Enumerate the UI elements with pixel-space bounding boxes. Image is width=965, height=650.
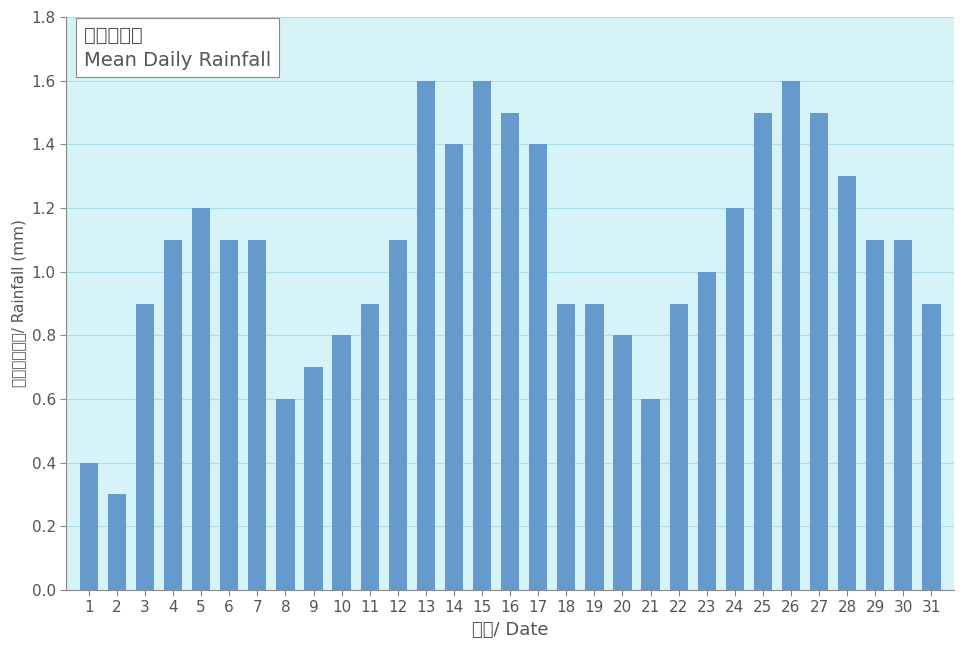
Bar: [557, 304, 575, 590]
Bar: [108, 495, 126, 590]
X-axis label: 日期/ Date: 日期/ Date: [472, 621, 548, 639]
Bar: [782, 81, 800, 590]
Bar: [501, 112, 519, 590]
Bar: [810, 112, 828, 590]
Bar: [80, 463, 97, 590]
Bar: [698, 272, 716, 590]
Bar: [838, 176, 856, 590]
Bar: [164, 240, 182, 590]
Bar: [389, 240, 407, 590]
Text: 平均日雨量
Mean Daily Rainfall: 平均日雨量 Mean Daily Rainfall: [84, 26, 271, 70]
Bar: [867, 240, 884, 590]
Bar: [473, 81, 491, 590]
Bar: [361, 304, 379, 590]
Bar: [726, 208, 744, 590]
Bar: [895, 240, 913, 590]
Bar: [585, 304, 603, 590]
Y-axis label: 雨量（毫米）/ Rainfall (mm): 雨量（毫米）/ Rainfall (mm): [12, 220, 26, 387]
Bar: [220, 240, 238, 590]
Bar: [614, 335, 631, 590]
Bar: [304, 367, 322, 590]
Bar: [417, 81, 435, 590]
Bar: [754, 112, 772, 590]
Bar: [333, 335, 350, 590]
Bar: [670, 304, 688, 590]
Bar: [192, 208, 210, 590]
Bar: [642, 399, 660, 590]
Bar: [248, 240, 266, 590]
Bar: [923, 304, 941, 590]
Bar: [136, 304, 154, 590]
Bar: [276, 399, 294, 590]
Bar: [529, 144, 547, 590]
Bar: [445, 144, 463, 590]
